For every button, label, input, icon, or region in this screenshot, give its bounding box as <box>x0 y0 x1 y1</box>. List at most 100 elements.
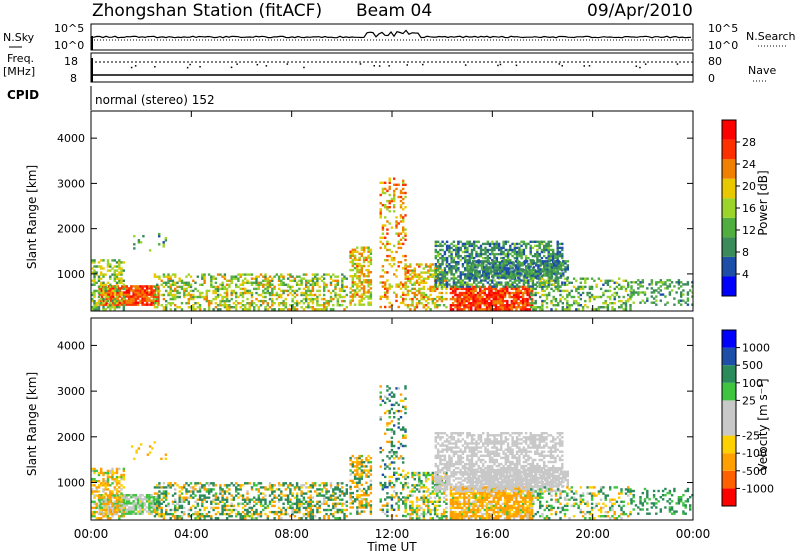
data-cell-region-1 <box>113 488 116 491</box>
data-cell-region-2 <box>257 283 260 286</box>
data-cell-region-0 <box>105 303 108 306</box>
data-cell-region-3 <box>358 496 361 499</box>
data-cell-region-2 <box>334 287 337 291</box>
data-cell-region-1 <box>120 277 123 280</box>
data-cell-region-3 <box>360 266 363 270</box>
data-cell-region-4 <box>399 195 403 199</box>
data-cell-region-1 <box>91 488 94 491</box>
data-cell-region-10 <box>684 283 687 286</box>
data-cell-region-4 <box>384 293 387 296</box>
data-cell-region-2 <box>341 510 344 514</box>
data-cell-region-8 <box>525 270 529 273</box>
data-cell-region-2 <box>237 512 240 516</box>
data-cell-region-10 <box>659 293 662 296</box>
data-cell-region-1 <box>106 265 110 268</box>
data-cell-region-2 <box>216 273 220 276</box>
data-cell-region-9 <box>545 279 549 282</box>
data-cell-region-1 <box>102 297 105 301</box>
data-cell-region-6 <box>485 297 489 301</box>
data-cell-region-8 <box>519 272 522 275</box>
data-cell-region-2 <box>189 496 193 499</box>
data-cell-region-4 <box>379 418 382 421</box>
data-cell-region-1 <box>109 500 112 503</box>
data-cell-region-0 <box>148 285 151 288</box>
data-cell-region-8 <box>485 270 488 273</box>
data-cell-region-2 <box>323 285 326 289</box>
data-cell-region-4 <box>386 259 389 262</box>
data-cell-region-8 <box>496 268 499 271</box>
data-cell-region-6 <box>470 304 473 307</box>
data-cell-region-7 <box>524 246 528 250</box>
data-cell-region-2 <box>305 279 308 282</box>
data-cell-region-3 <box>353 477 357 480</box>
data-cell-region-2 <box>180 498 184 501</box>
data-cell-region-2 <box>327 273 330 276</box>
data-cell-region-2 <box>289 287 292 291</box>
data-cell-region-2 <box>338 490 342 493</box>
data-cell-region-4 <box>390 250 394 254</box>
data-cell-region-5 <box>406 277 410 280</box>
data-cell-region-6 <box>528 304 532 307</box>
data-cell-region-1 <box>102 289 105 293</box>
data-cell-region-7 <box>479 250 483 254</box>
data-cell-region-1 <box>106 259 110 262</box>
data-cell-region-9 <box>586 293 589 297</box>
data-cell-region-4 <box>384 271 387 274</box>
data-cell-region-5 <box>413 269 416 272</box>
data-cell-region-7 <box>529 244 532 248</box>
data-cell-region-8 <box>485 274 488 277</box>
data-cell-region-7 <box>486 254 489 258</box>
data-cell-region-2 <box>214 291 218 295</box>
data-cell-region-1 <box>115 261 119 264</box>
data-cell-region-6 <box>521 285 525 289</box>
data-cell-region-2 <box>266 283 269 286</box>
data-cell-region-2 <box>289 279 292 282</box>
data-cell-region-2 <box>302 512 306 516</box>
data-cell-region-6 <box>488 297 491 301</box>
data-cell-region-2 <box>212 508 215 512</box>
data-cell-region-6 <box>467 295 471 299</box>
data-cell-region-7 <box>457 281 460 284</box>
data-cell-region-0 <box>114 303 117 306</box>
data-cell-region-4 <box>379 483 382 487</box>
data-cell-region-2 <box>198 496 202 499</box>
data-cell-region-1 <box>109 498 112 501</box>
data-cell-region-3 <box>360 498 363 501</box>
data-cell-region-7 <box>461 265 465 268</box>
data-cell-region-2 <box>336 496 339 499</box>
data-cell-region-7 <box>561 246 564 250</box>
data-cell-region-2 <box>275 512 278 516</box>
data-cell-region-2 <box>221 299 224 303</box>
data-cell-region-0 <box>136 512 140 515</box>
data-cell-region-8 <box>478 272 481 275</box>
data-cell-region-4 <box>402 293 405 296</box>
data-cell-region-2 <box>253 281 256 284</box>
data-cell-region-7 <box>511 283 514 286</box>
data-cell-region-8 <box>487 266 490 269</box>
data-cell-region-1 <box>118 486 121 489</box>
data-cell-region-0 <box>132 506 135 509</box>
data-cell-region-1 <box>115 496 119 499</box>
data-cell-region-2 <box>225 304 229 307</box>
data-cell-region-8 <box>537 260 540 263</box>
data-cell-region-2 <box>341 490 344 493</box>
data-cell-region-5 <box>404 265 407 268</box>
data-cell-region-2 <box>323 304 326 307</box>
data-cell-region-2 <box>162 482 166 485</box>
data-cell-region-2 <box>264 512 267 516</box>
data-cell-region-2 <box>239 273 242 276</box>
data-cell-region-6 <box>506 299 509 303</box>
data-cell-region-8 <box>516 262 520 265</box>
data-cell-region-2 <box>187 306 190 309</box>
data-cell-region-0 <box>134 303 137 306</box>
data-cell-region-1 <box>91 515 94 518</box>
data-cell-region-5 <box>429 297 432 301</box>
data-cell-region-1 <box>109 494 112 497</box>
freq-outlier-dot <box>378 65 381 67</box>
data-cell-region-2 <box>307 496 310 499</box>
data-cell-region-8 <box>467 276 470 279</box>
data-cell-region-2 <box>311 508 315 512</box>
data-cell-region-0 <box>100 295 104 298</box>
data-cell-region-7 <box>448 246 451 250</box>
data-cell-region-2 <box>295 482 299 485</box>
